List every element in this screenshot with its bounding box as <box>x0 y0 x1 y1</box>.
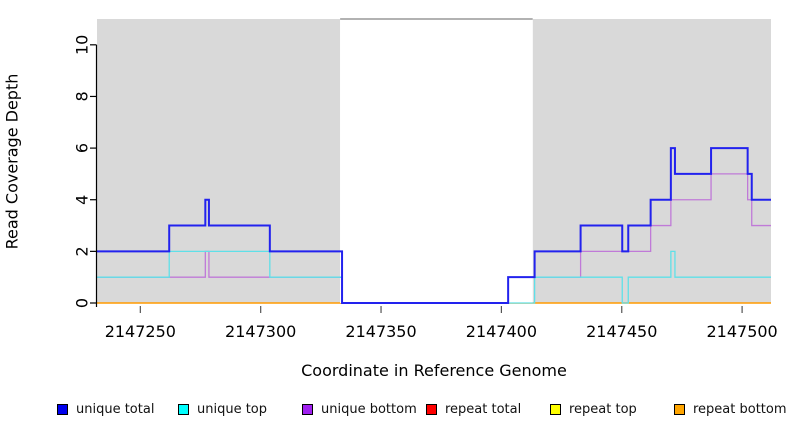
y-tick-label-8: 8 <box>73 91 92 101</box>
legend-item-unique-bottom: unique bottom <box>302 401 417 417</box>
legend-item-repeat-total: repeat total <box>426 401 521 417</box>
x-tick-label-2147500: 2147500 <box>706 322 777 341</box>
right-gray-region <box>532 19 771 303</box>
legend-label: unique bottom <box>321 401 417 417</box>
white-gap-region <box>340 19 533 303</box>
series-unique-top <box>97 250 771 304</box>
y-tick-label-6: 6 <box>73 143 92 153</box>
x-axis-title: Coordinate in Reference Genome <box>301 361 567 380</box>
legend-swatch-unique-top <box>178 403 189 415</box>
legend-item-unique-top: unique top <box>178 401 267 417</box>
legend-label: unique top <box>197 401 268 417</box>
x-tick-label-2147450: 2147450 <box>586 322 657 341</box>
series-unique-bottom <box>97 173 771 304</box>
y-tick-label-0: 0 <box>73 298 92 308</box>
x-tick-label-2147350: 2147350 <box>345 322 416 341</box>
x-tick-label-2147250: 2147250 <box>105 322 176 341</box>
legend-item-repeat-top: repeat top <box>550 401 637 417</box>
legend-item-repeat-bottom: repeat bottom <box>674 401 787 417</box>
left-gray-region <box>97 19 341 303</box>
legend-label: repeat bottom <box>693 401 787 417</box>
y-axis-title-text: Read Coverage Depth <box>2 73 22 249</box>
legend-label: repeat total <box>445 401 522 417</box>
legend-item-unique-total: unique total <box>57 401 154 417</box>
y-tick-label-4: 4 <box>73 195 92 205</box>
y-tick-label-2: 2 <box>73 246 92 256</box>
legend-swatch-unique-bottom <box>302 403 313 415</box>
x-tick-label-2147400: 2147400 <box>466 322 537 341</box>
series-unique-total <box>97 147 771 304</box>
legend-swatch-unique-total <box>57 403 68 415</box>
legend-swatch-repeat-top <box>550 403 561 415</box>
x-tick-label-2147300: 2147300 <box>225 322 296 341</box>
legend-swatch-repeat-total <box>426 403 437 415</box>
legend: unique total unique top unique bottom repea… <box>0 401 792 419</box>
legend-label: unique total <box>76 401 155 417</box>
legend-swatch-repeat-bottom <box>674 403 685 415</box>
y-tick-label-10: 10 <box>73 35 92 55</box>
legend-label: repeat top <box>569 401 637 417</box>
